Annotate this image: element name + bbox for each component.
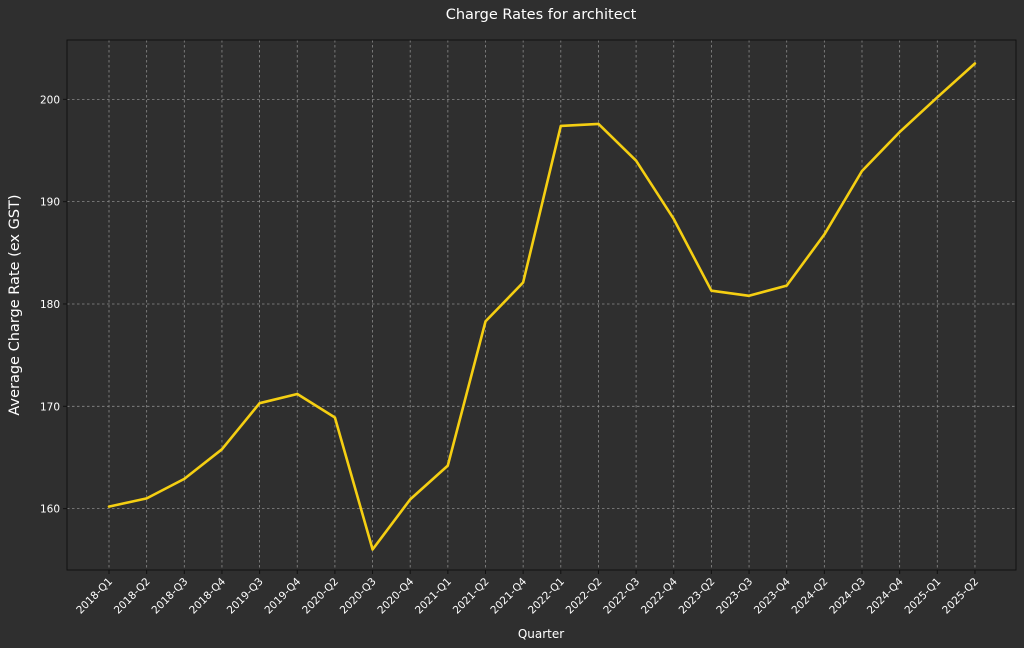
y-tick-label: 170	[40, 401, 60, 413]
plot-frame	[66, 39, 1017, 571]
grid	[67, 40, 1016, 570]
y-tick-label: 190	[40, 197, 60, 209]
y-axis-label: Average Charge Rate (ex GST)	[7, 194, 23, 415]
y-tick-label: 200	[40, 94, 60, 106]
chart-title: Charge Rates for architect	[446, 7, 637, 23]
x-axis-label: Quarter	[518, 627, 564, 641]
series-line	[107, 62, 977, 551]
series-layer	[107, 62, 977, 551]
y-tick-label: 180	[40, 299, 60, 311]
y-tick-label: 160	[40, 504, 60, 516]
